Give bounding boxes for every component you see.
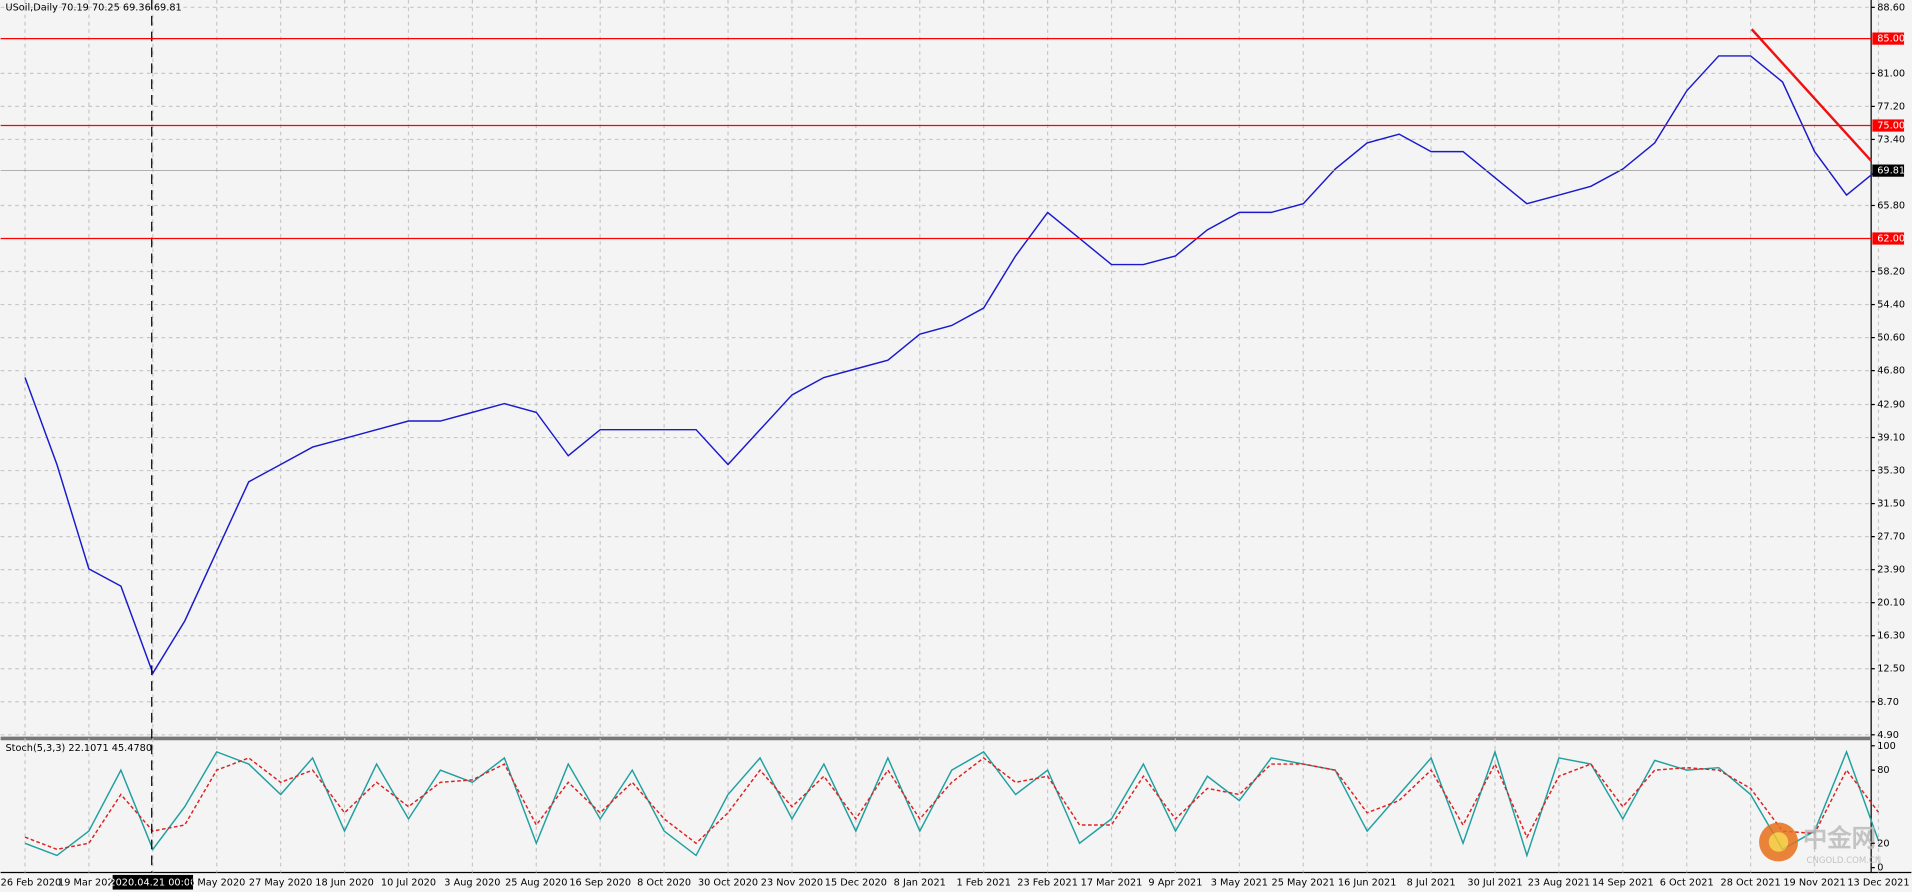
x-tick-label: 19 Mar 2020: [58, 877, 120, 888]
price-line: [24, 55, 1879, 675]
x-tick-label: 10 Jul 2020: [381, 877, 436, 888]
x-tick-label: 3 Aug 2020: [444, 877, 500, 888]
y-tick-label: 77.20: [1877, 101, 1905, 112]
x-tick-label: 17 Mar 2021: [1081, 877, 1143, 888]
x-tick-label: 19 Nov 2021: [1783, 877, 1845, 888]
chart-title: USoil,Daily 70.19 70.25 69.36 69.81: [6, 2, 182, 13]
y-tick-label: 88.60: [1877, 2, 1905, 13]
y-tick-label: 81.00: [1877, 68, 1905, 79]
last-price-bg: [1872, 164, 1905, 177]
trend-line: [1750, 28, 1873, 162]
x-tick-label: 9 Apr 2021: [1148, 877, 1202, 888]
x-tick-label: 30 Oct 2020: [698, 877, 758, 888]
x-tick-label: 23 Aug 2021: [1528, 877, 1590, 888]
y-tick-label: 12.50: [1877, 664, 1905, 675]
y-tick-label: 80: [1877, 765, 1889, 776]
indicator-title: Stoch(5,3,3) 22.1071 45.4780: [6, 743, 153, 754]
y-tick-label: 4.90: [1877, 730, 1899, 741]
y-tick-label: 58.20: [1877, 267, 1905, 278]
watermark-text: 中金网: [1803, 824, 1876, 853]
x-tick-label: 6 May 2020: [188, 877, 245, 888]
crosshair-label-bg: [112, 874, 194, 890]
y-tick-label: 27.70: [1877, 532, 1905, 543]
stoch-line: [24, 757, 1880, 851]
x-tick-label: 30 Jul 2021: [1467, 877, 1522, 888]
x-tick-label: 2020.04.21 00:00: [109, 877, 196, 888]
y-tick-label: 31.50: [1877, 499, 1905, 510]
x-tick-label: 27 May 2020: [249, 877, 312, 888]
level-label-bg: [1872, 119, 1905, 132]
y-tick-label: 54.40: [1877, 300, 1905, 311]
x-tick-label: 14 Sep 2021: [1592, 877, 1654, 888]
x-tick-label: 28 Oct 2021: [1721, 877, 1781, 888]
y-tick-label: 46.80: [1877, 366, 1905, 377]
x-tick-label: 16 Jun 2021: [1338, 877, 1397, 888]
watermark: 中金网 CNGOLD.COM.CN: [1759, 822, 1882, 866]
level-label-bg: [1872, 232, 1905, 245]
x-tick-label: 16 Sep 2020: [569, 877, 631, 888]
x-tick-label: 25 Aug 2020: [505, 877, 567, 888]
y-tick-label: 16.30: [1877, 631, 1905, 642]
x-tick-label: 6 Oct 2021: [1660, 877, 1714, 888]
y-tick-label: 100: [1877, 741, 1896, 752]
y-tick-label: 35.30: [1877, 466, 1905, 477]
y-tick-label: 23.90: [1877, 565, 1905, 576]
grid: [0, 0, 1880, 873]
watermark-logo-inner: [1768, 832, 1789, 852]
y-tick-label: 39.10: [1877, 433, 1905, 444]
y-tick-label: 8.70: [1877, 697, 1899, 708]
x-tick-label: 8 Oct 2020: [637, 877, 691, 888]
x-tick-label: 1 Feb 2021: [956, 877, 1010, 888]
level-label-bg: [1872, 32, 1905, 45]
x-tick-label: 13 Dec 2021: [1847, 877, 1909, 888]
x-tick-label: 3 May 2021: [1211, 877, 1268, 888]
y-tick-label: 20: [1877, 838, 1889, 849]
level-label: 85.00: [1877, 34, 1905, 45]
x-tick-label: 23 Feb 2021: [1017, 877, 1078, 888]
level-label: 75.00: [1877, 121, 1905, 132]
x-tick-label: 18 Jun 2020: [315, 877, 374, 888]
y-tick-label: 42.90: [1877, 400, 1905, 411]
y-tick-label: 0: [1877, 863, 1883, 874]
stoch-line: [24, 749, 1880, 858]
y-tick-label: 73.40: [1877, 134, 1905, 145]
level-label: 62.00: [1877, 234, 1905, 245]
last-price-label: 69.81: [1877, 166, 1905, 177]
x-tick-label: 25 May 2021: [1272, 877, 1335, 888]
x-tick-label: 8 Jul 2021: [1407, 877, 1456, 888]
plot: [24, 55, 1880, 858]
watermark-subtext: CNGOLD.COM.CN: [1807, 856, 1882, 866]
x-tick-label: 15 Dec 2020: [825, 877, 887, 888]
x-tick-label: 26 Feb 2020: [1, 877, 62, 888]
x-tick-label: 23 Nov 2020: [761, 877, 823, 888]
y-tick-label: 50.60: [1877, 333, 1905, 344]
x-tick-label: 8 Jan 2021: [894, 877, 946, 888]
y-tick-label: 65.80: [1877, 200, 1905, 211]
y-tick-label: 20.10: [1877, 598, 1905, 609]
